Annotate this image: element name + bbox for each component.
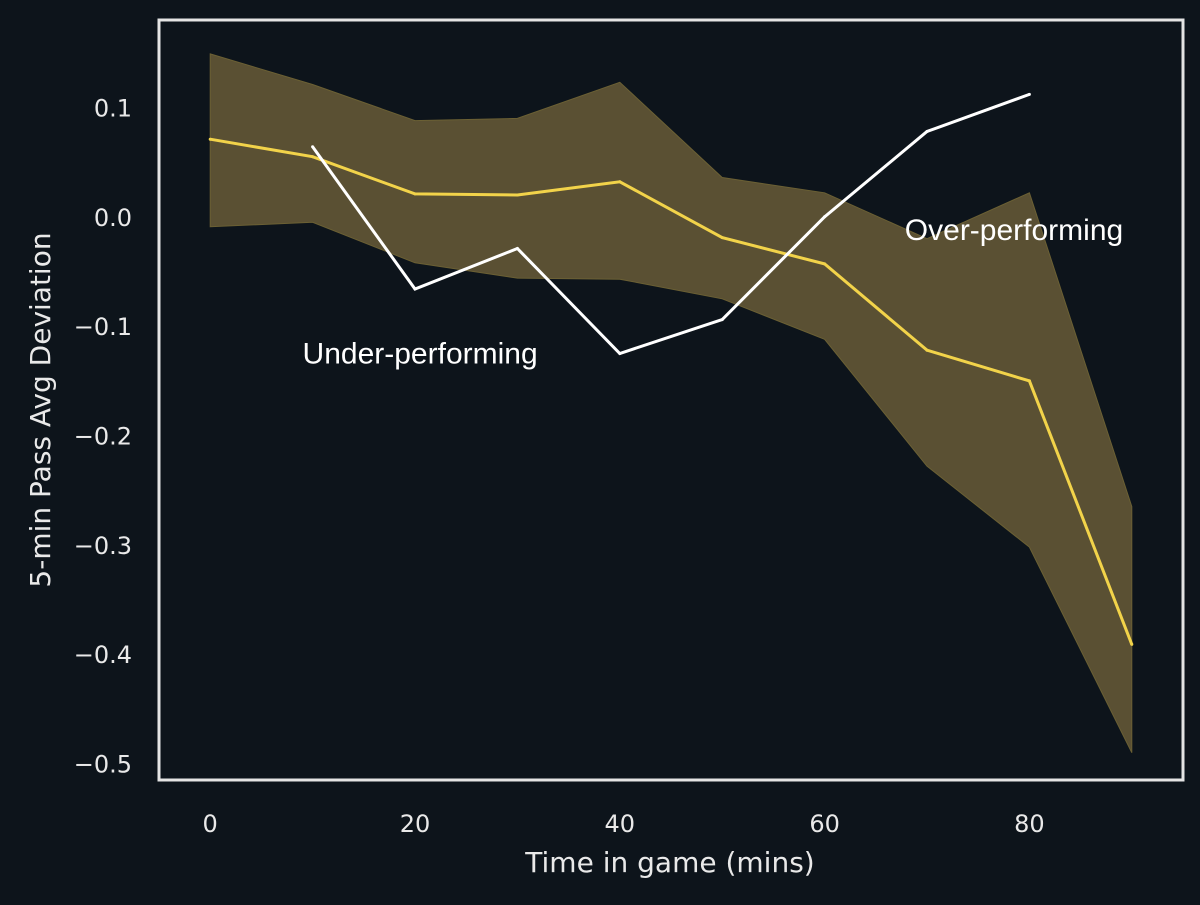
series-2-point: [925, 130, 929, 133]
confidence-band: [209, 53, 1133, 753]
y-tick-label: 0.1: [94, 95, 132, 123]
y-tick-label: −0.2: [74, 423, 132, 451]
series-2-point: [1027, 92, 1031, 96]
series-2-point: [618, 352, 622, 355]
x-tick-label: 20: [400, 810, 431, 838]
y-axis-label: 5-min Pass Avg Deviation: [24, 232, 57, 587]
plot-frame: [157, 18, 1185, 782]
y-tick-label: −0.3: [74, 532, 132, 560]
x-tick-label: 80: [1014, 810, 1045, 838]
series-1-point: [413, 192, 417, 196]
series-1-point: [720, 236, 724, 240]
series-1-point: [1027, 379, 1031, 383]
series-2-point: [823, 215, 827, 219]
series-1-point: [925, 348, 929, 352]
annotation-label: Over-performing: [905, 214, 1123, 247]
annotation-layer: Under-performing Over-performing: [303, 214, 1124, 371]
series-2-point: [720, 318, 724, 322]
series-2-point: [311, 145, 315, 149]
x-tick-label: 60: [809, 810, 840, 838]
series-2-point: [413, 287, 417, 291]
y-tick-label: 0.0: [94, 204, 132, 232]
series-line-2: [311, 92, 1030, 356]
series-1-point: [618, 180, 622, 184]
confidence-band-layer: [209, 53, 1133, 753]
y-tick-label: −0.5: [74, 751, 132, 779]
x-tick-label: 0: [203, 810, 218, 838]
x-axis-label: Time in game (mins): [524, 846, 814, 879]
series-1-point: [1130, 642, 1134, 646]
series-layer: [208, 92, 1134, 646]
series-2-point: [515, 247, 519, 250]
series-1-point: [823, 262, 827, 266]
series-1-point: [515, 193, 519, 197]
x-tick-label: 40: [605, 810, 636, 838]
tick-label-layer: 0 20 40 60 80 0.1 0.0 −0.1 −0.2 −0.3 −0.4 −0.5: [74, 95, 1045, 839]
series-1-point: [311, 155, 315, 159]
series-line-1: [209, 137, 1134, 645]
y-tick-label: −0.1: [74, 313, 132, 341]
annotation-label: Under-performing: [303, 338, 538, 371]
y-tick-label: −0.4: [74, 641, 132, 669]
plot-frame-layer: [157, 18, 1185, 782]
series-1-point: [208, 137, 212, 141]
